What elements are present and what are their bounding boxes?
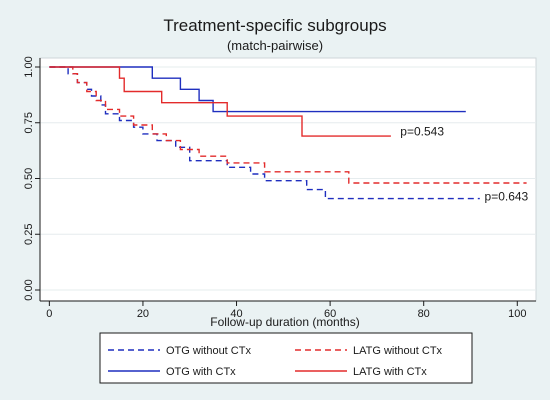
y-tick-label: 0.00 xyxy=(23,279,35,300)
legend-box xyxy=(99,332,473,384)
y-tick-label: 1.00 xyxy=(23,56,35,77)
axes: 0.00 0.25 0.50 0.75 1.00 0 20 40 60 80 100 xyxy=(23,56,536,320)
x-tick-label: 60 xyxy=(324,308,336,320)
legend-label: OTG with CTx xyxy=(166,366,236,378)
y-tick-label: 0.75 xyxy=(23,112,35,133)
y-tick-label: 0.50 xyxy=(23,168,35,189)
p-value-label: p=0.643 xyxy=(485,189,529,203)
series-line-3 xyxy=(49,66,466,113)
legend-label: LATG with CTx xyxy=(353,366,427,378)
p-value-label: p=0.543 xyxy=(400,125,444,139)
x-axis-title: Follow-up duration (months) xyxy=(210,315,359,329)
legend-label: LATG without CTx xyxy=(353,345,443,357)
plot-area xyxy=(39,57,537,302)
grid-lines xyxy=(40,66,536,291)
x-tick-label: 40 xyxy=(230,308,242,320)
x-tick-label: 80 xyxy=(418,308,430,320)
series-line-1 xyxy=(49,66,480,200)
x-tick-label: 20 xyxy=(137,308,149,320)
y-tick-label: 0.25 xyxy=(23,224,35,245)
chart-title: Treatment-specific subgroups xyxy=(163,16,386,35)
series-lines xyxy=(49,66,527,200)
x-tick-label: 0 xyxy=(46,308,52,320)
chart-subtitle: (match-pairwise) xyxy=(227,38,323,53)
legend: OTG without CTx LATG without CTx OTG with … xyxy=(108,345,443,378)
series-line-2 xyxy=(49,66,527,184)
annotations: p=0.543 p=0.643 xyxy=(400,125,528,204)
x-tick-label: 100 xyxy=(508,308,526,320)
legend-label: OTG without CTx xyxy=(166,345,251,357)
series-line-4 xyxy=(49,66,391,137)
